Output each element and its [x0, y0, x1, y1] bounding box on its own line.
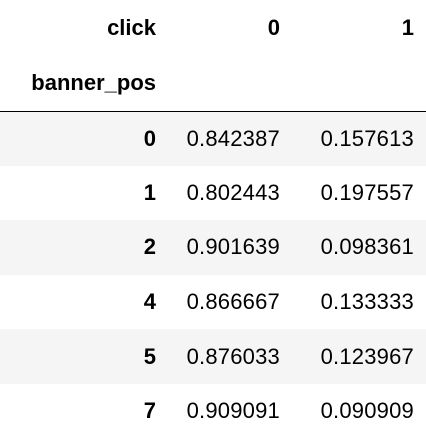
cell-value: 0.133333	[320, 289, 414, 315]
index-name-label: banner_pos	[0, 56, 168, 112]
cell-value: 0.842387	[186, 125, 280, 151]
table-row: 7 0.909091 0.090909	[0, 384, 426, 439]
cell-value: 0.098361	[320, 234, 414, 260]
row-index: 1	[143, 179, 156, 205]
table-row: 4 0.866667 0.133333	[0, 275, 426, 330]
cell-value: 0.901639	[186, 234, 280, 260]
cell-value: 0.909091	[186, 398, 280, 424]
column-header-1: 1	[401, 15, 414, 40]
cell-value: 0.866667	[186, 289, 280, 315]
cell-value: 0.876033	[186, 343, 280, 369]
table-row: 5 0.876033 0.123967	[0, 329, 426, 384]
table-row: 1 0.802443 0.197557	[0, 166, 426, 221]
table-row: 0 0.842387 0.157613	[0, 111, 426, 166]
row-index: 4	[143, 289, 156, 315]
row-index: 0	[143, 125, 156, 151]
columns-name-label: click	[107, 15, 156, 40]
column-header-0: 0	[267, 15, 280, 40]
column-header-row: click 0 1	[0, 0, 426, 56]
index-name-blank-cell	[168, 56, 292, 112]
cell-value: 0.802443	[186, 179, 280, 205]
cell-value: 0.197557	[320, 179, 414, 205]
index-name-blank-cell	[292, 56, 426, 112]
index-name-row: banner_pos	[0, 56, 426, 112]
row-index: 7	[143, 398, 156, 424]
row-index: 5	[143, 343, 156, 369]
cell-value: 0.090909	[320, 398, 414, 424]
dataframe-table: click 0 1 banner_pos 0 0.842387 0.157613…	[0, 0, 426, 439]
cell-value: 0.123967	[320, 343, 414, 369]
row-index: 2	[143, 234, 156, 260]
table-row: 2 0.901639 0.098361	[0, 220, 426, 275]
cell-value: 0.157613	[320, 125, 414, 151]
